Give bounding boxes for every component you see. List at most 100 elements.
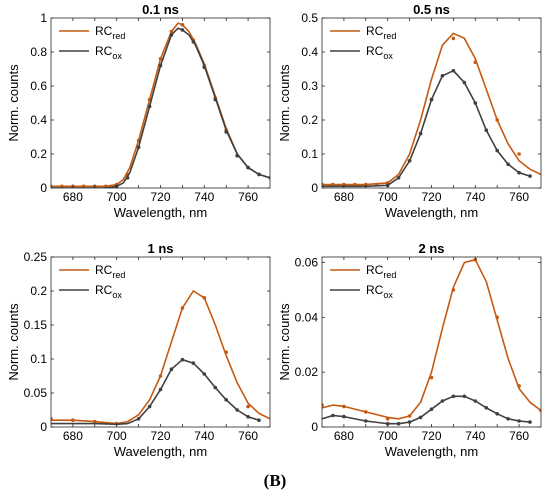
data-point-ox xyxy=(517,170,521,175)
data-point-ox xyxy=(331,413,335,418)
x-tick-label: 700 xyxy=(378,429,398,443)
x-axis-label: Wavelength, nm xyxy=(114,205,207,220)
y-tick-label: 0.2 xyxy=(301,113,318,127)
x-tick-label: 760 xyxy=(509,190,529,204)
x-tick-label: 700 xyxy=(107,429,127,443)
y-tick-label: 0.2 xyxy=(30,284,47,298)
data-point-ox xyxy=(235,153,239,158)
series-line-ox xyxy=(322,69,531,188)
data-point-ox xyxy=(462,80,467,85)
data-point-ox xyxy=(213,385,218,390)
data-point-ox xyxy=(180,357,185,362)
data-point-red xyxy=(93,419,97,424)
series-line-red xyxy=(322,258,541,420)
data-point-ox xyxy=(136,417,141,421)
data-point-ox xyxy=(418,415,423,420)
y-tick-label: 0.15 xyxy=(24,318,48,332)
data-point-ox xyxy=(191,40,196,44)
data-point-ox xyxy=(202,372,207,376)
data-point-ox xyxy=(257,418,261,423)
y-axis-label: Norm. counts xyxy=(277,64,292,142)
series-line-ox xyxy=(322,395,531,425)
y-tick-label: 0.25 xyxy=(24,250,48,264)
data-point-ox xyxy=(440,74,445,78)
data-point-red xyxy=(180,23,185,27)
data-point-red xyxy=(246,404,250,409)
data-point-red xyxy=(385,417,390,421)
data-point-ox xyxy=(462,394,467,399)
data-point-red xyxy=(342,404,346,409)
data-point-ox xyxy=(235,408,239,412)
data-point-ox xyxy=(246,415,250,419)
series-line-red xyxy=(51,22,270,188)
y-axis-label: Norm. counts xyxy=(6,303,21,381)
data-point-red xyxy=(495,315,500,320)
data-point-red xyxy=(364,410,368,414)
data-point-ox xyxy=(429,97,434,102)
x-tick-label: 740 xyxy=(194,190,214,204)
y-tick-label: 0.04 xyxy=(295,310,319,324)
legend-label-red: RCred xyxy=(366,263,396,280)
data-point-red xyxy=(158,374,163,378)
legend-label-ox: RCox xyxy=(95,44,122,61)
data-point-ox xyxy=(506,162,510,166)
y-tick-label: 0.3 xyxy=(301,79,318,93)
data-point-red xyxy=(495,118,500,122)
chart-title: 0.1 ns xyxy=(142,2,179,17)
x-tick-label: 740 xyxy=(465,190,485,204)
data-point-ox xyxy=(407,420,412,424)
series-line-ox xyxy=(51,27,270,188)
chart-title: 1 ns xyxy=(147,241,173,256)
legend-label-red: RCred xyxy=(366,24,396,41)
data-point-red xyxy=(82,184,86,188)
data-point-ox xyxy=(495,148,500,153)
legend-label-red: RCred xyxy=(95,263,125,280)
data-point-ox xyxy=(158,63,163,68)
data-point-ox xyxy=(451,68,456,73)
chart-title: 2 ns xyxy=(418,241,444,256)
data-point-red xyxy=(322,182,324,187)
data-point-red xyxy=(451,288,456,292)
y-tick-label: 0 xyxy=(311,181,318,195)
y-tick-label: 0.1 xyxy=(301,147,318,161)
data-point-ox xyxy=(125,176,130,180)
data-point-red xyxy=(473,60,478,64)
data-point-ox xyxy=(246,165,250,170)
data-point-ox xyxy=(224,398,228,402)
data-point-red xyxy=(71,418,75,423)
x-tick-label: 680 xyxy=(63,429,83,443)
data-point-red xyxy=(158,57,163,61)
y-tick-label: 0.1 xyxy=(30,352,47,366)
data-point-red xyxy=(322,403,324,407)
plot-frame xyxy=(50,256,271,428)
x-tick-label: 740 xyxy=(465,429,485,443)
x-tick-label: 680 xyxy=(334,190,354,204)
x-tick-label: 720 xyxy=(150,190,170,204)
y-tick-label: 0.6 xyxy=(30,79,47,93)
x-tick-label: 720 xyxy=(421,429,441,443)
x-axis-label: Wavelength, nm xyxy=(385,205,478,220)
data-point-red xyxy=(51,417,53,421)
data-point-ox xyxy=(364,419,368,423)
legend-label-ox: RCox xyxy=(366,44,393,61)
data-point-ox xyxy=(202,65,207,70)
x-tick-label: 760 xyxy=(238,429,258,443)
data-point-red xyxy=(407,414,412,418)
y-tick-label: 0.06 xyxy=(295,255,319,269)
data-point-ox xyxy=(517,419,521,423)
data-point-red xyxy=(539,408,541,413)
data-point-ox xyxy=(528,420,532,424)
y-tick-label: 0.5 xyxy=(301,11,318,25)
y-tick-label: 0.8 xyxy=(30,45,47,59)
data-point-red xyxy=(202,296,207,300)
data-point-ox xyxy=(506,417,510,421)
y-tick-label: 0.2 xyxy=(30,147,47,161)
y-tick-label: 0.4 xyxy=(301,45,318,59)
data-point-red xyxy=(451,36,456,41)
series-line-red xyxy=(322,32,541,186)
data-point-ox xyxy=(224,130,228,134)
data-point-ox xyxy=(158,387,163,392)
x-tick-label: 760 xyxy=(509,429,529,443)
data-point-ox xyxy=(495,412,500,416)
